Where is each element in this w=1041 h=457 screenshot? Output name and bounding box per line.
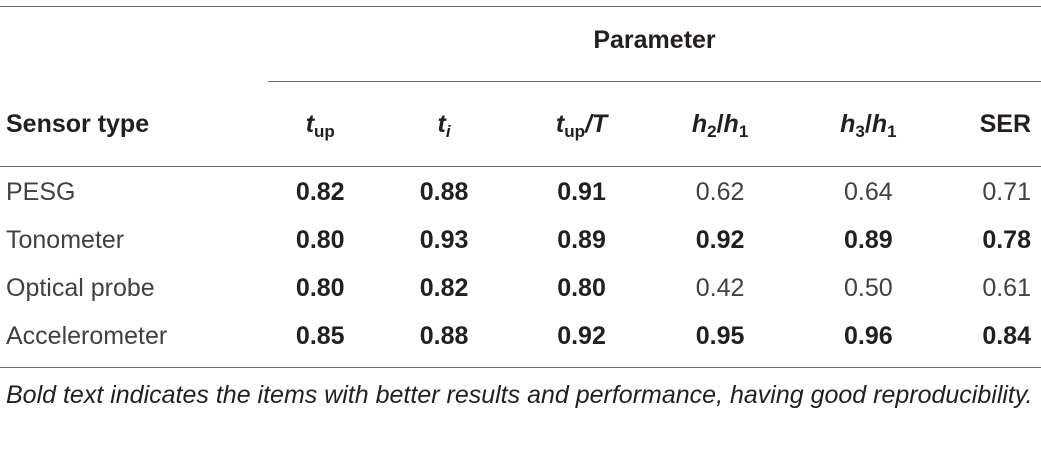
header-h3-over-h1: h3/h1 bbox=[840, 109, 897, 141]
value-cell: 0.84 bbox=[982, 321, 1031, 350]
header-t-up: tup bbox=[305, 109, 335, 141]
sensor-type-cell: Optical probe bbox=[6, 273, 155, 302]
table-row: Optical probe 0.80 0.82 0.80 0.42 0.50 0.61 bbox=[0, 264, 1041, 312]
header-t-up-over-T: tup/T bbox=[555, 109, 608, 141]
table-body: PESG 0.82 0.88 0.91 0.62 0.64 0.71 Tonometer 0.8… bbox=[0, 168, 1041, 360]
top-rule bbox=[0, 6, 1041, 7]
table-row: PESG 0.82 0.88 0.91 0.62 0.64 0.71 bbox=[0, 168, 1041, 216]
sensor-type-cell: Tonometer bbox=[6, 225, 125, 254]
value-cell: 0.80 bbox=[295, 225, 345, 254]
value-cell: 0.80 bbox=[557, 273, 606, 302]
results-table: Sensor type tup ti tup/T h2/h1 h3/h1 SER… bbox=[0, 100, 1041, 360]
header-sensor-type: Sensor type bbox=[6, 109, 150, 138]
sensor-type-cell: PESG bbox=[6, 177, 76, 206]
column-header-row: Sensor type tup ti tup/T h2/h1 h3/h1 SER bbox=[0, 100, 1041, 148]
value-cell: 0.92 bbox=[557, 321, 606, 350]
value-cell: 0.91 bbox=[557, 177, 606, 206]
value-cell: 0.42 bbox=[695, 273, 745, 302]
table-footnote: Bold text indicates the items with bette… bbox=[6, 381, 1033, 409]
value-cell: 0.78 bbox=[982, 225, 1031, 254]
parameter-rule bbox=[268, 81, 1041, 82]
value-cell: 0.71 bbox=[982, 177, 1031, 206]
value-cell: 0.88 bbox=[419, 321, 469, 350]
header-ser: SER bbox=[979, 109, 1031, 138]
parameter-group-header: Parameter bbox=[593, 26, 716, 54]
value-cell: 0.92 bbox=[695, 225, 745, 254]
value-cell: 0.82 bbox=[295, 177, 345, 206]
value-cell: 0.85 bbox=[295, 321, 345, 350]
sensor-type-cell: Accelerometer bbox=[6, 321, 168, 350]
header-rule bbox=[0, 166, 1041, 167]
value-cell: 0.93 bbox=[419, 225, 469, 254]
bottom-rule bbox=[0, 367, 1041, 368]
table-row: Tonometer 0.80 0.93 0.89 0.92 0.89 0.78 bbox=[0, 216, 1041, 264]
value-cell: 0.50 bbox=[844, 273, 893, 302]
value-cell: 0.80 bbox=[295, 273, 345, 302]
value-cell: 0.64 bbox=[844, 177, 893, 206]
value-cell: 0.96 bbox=[844, 321, 893, 350]
value-cell: 0.82 bbox=[419, 273, 469, 302]
table-row: Accelerometer 0.85 0.88 0.92 0.95 0.96 0.84 bbox=[0, 312, 1041, 360]
value-cell: 0.95 bbox=[695, 321, 745, 350]
value-cell: 0.89 bbox=[557, 225, 606, 254]
value-cell: 0.89 bbox=[844, 225, 893, 254]
header-h2-over-h1: h2/h1 bbox=[691, 109, 749, 141]
value-cell: 0.61 bbox=[982, 273, 1031, 302]
value-cell: 0.62 bbox=[695, 177, 745, 206]
value-cell: 0.88 bbox=[419, 177, 469, 206]
header-t-i: ti bbox=[437, 109, 451, 141]
